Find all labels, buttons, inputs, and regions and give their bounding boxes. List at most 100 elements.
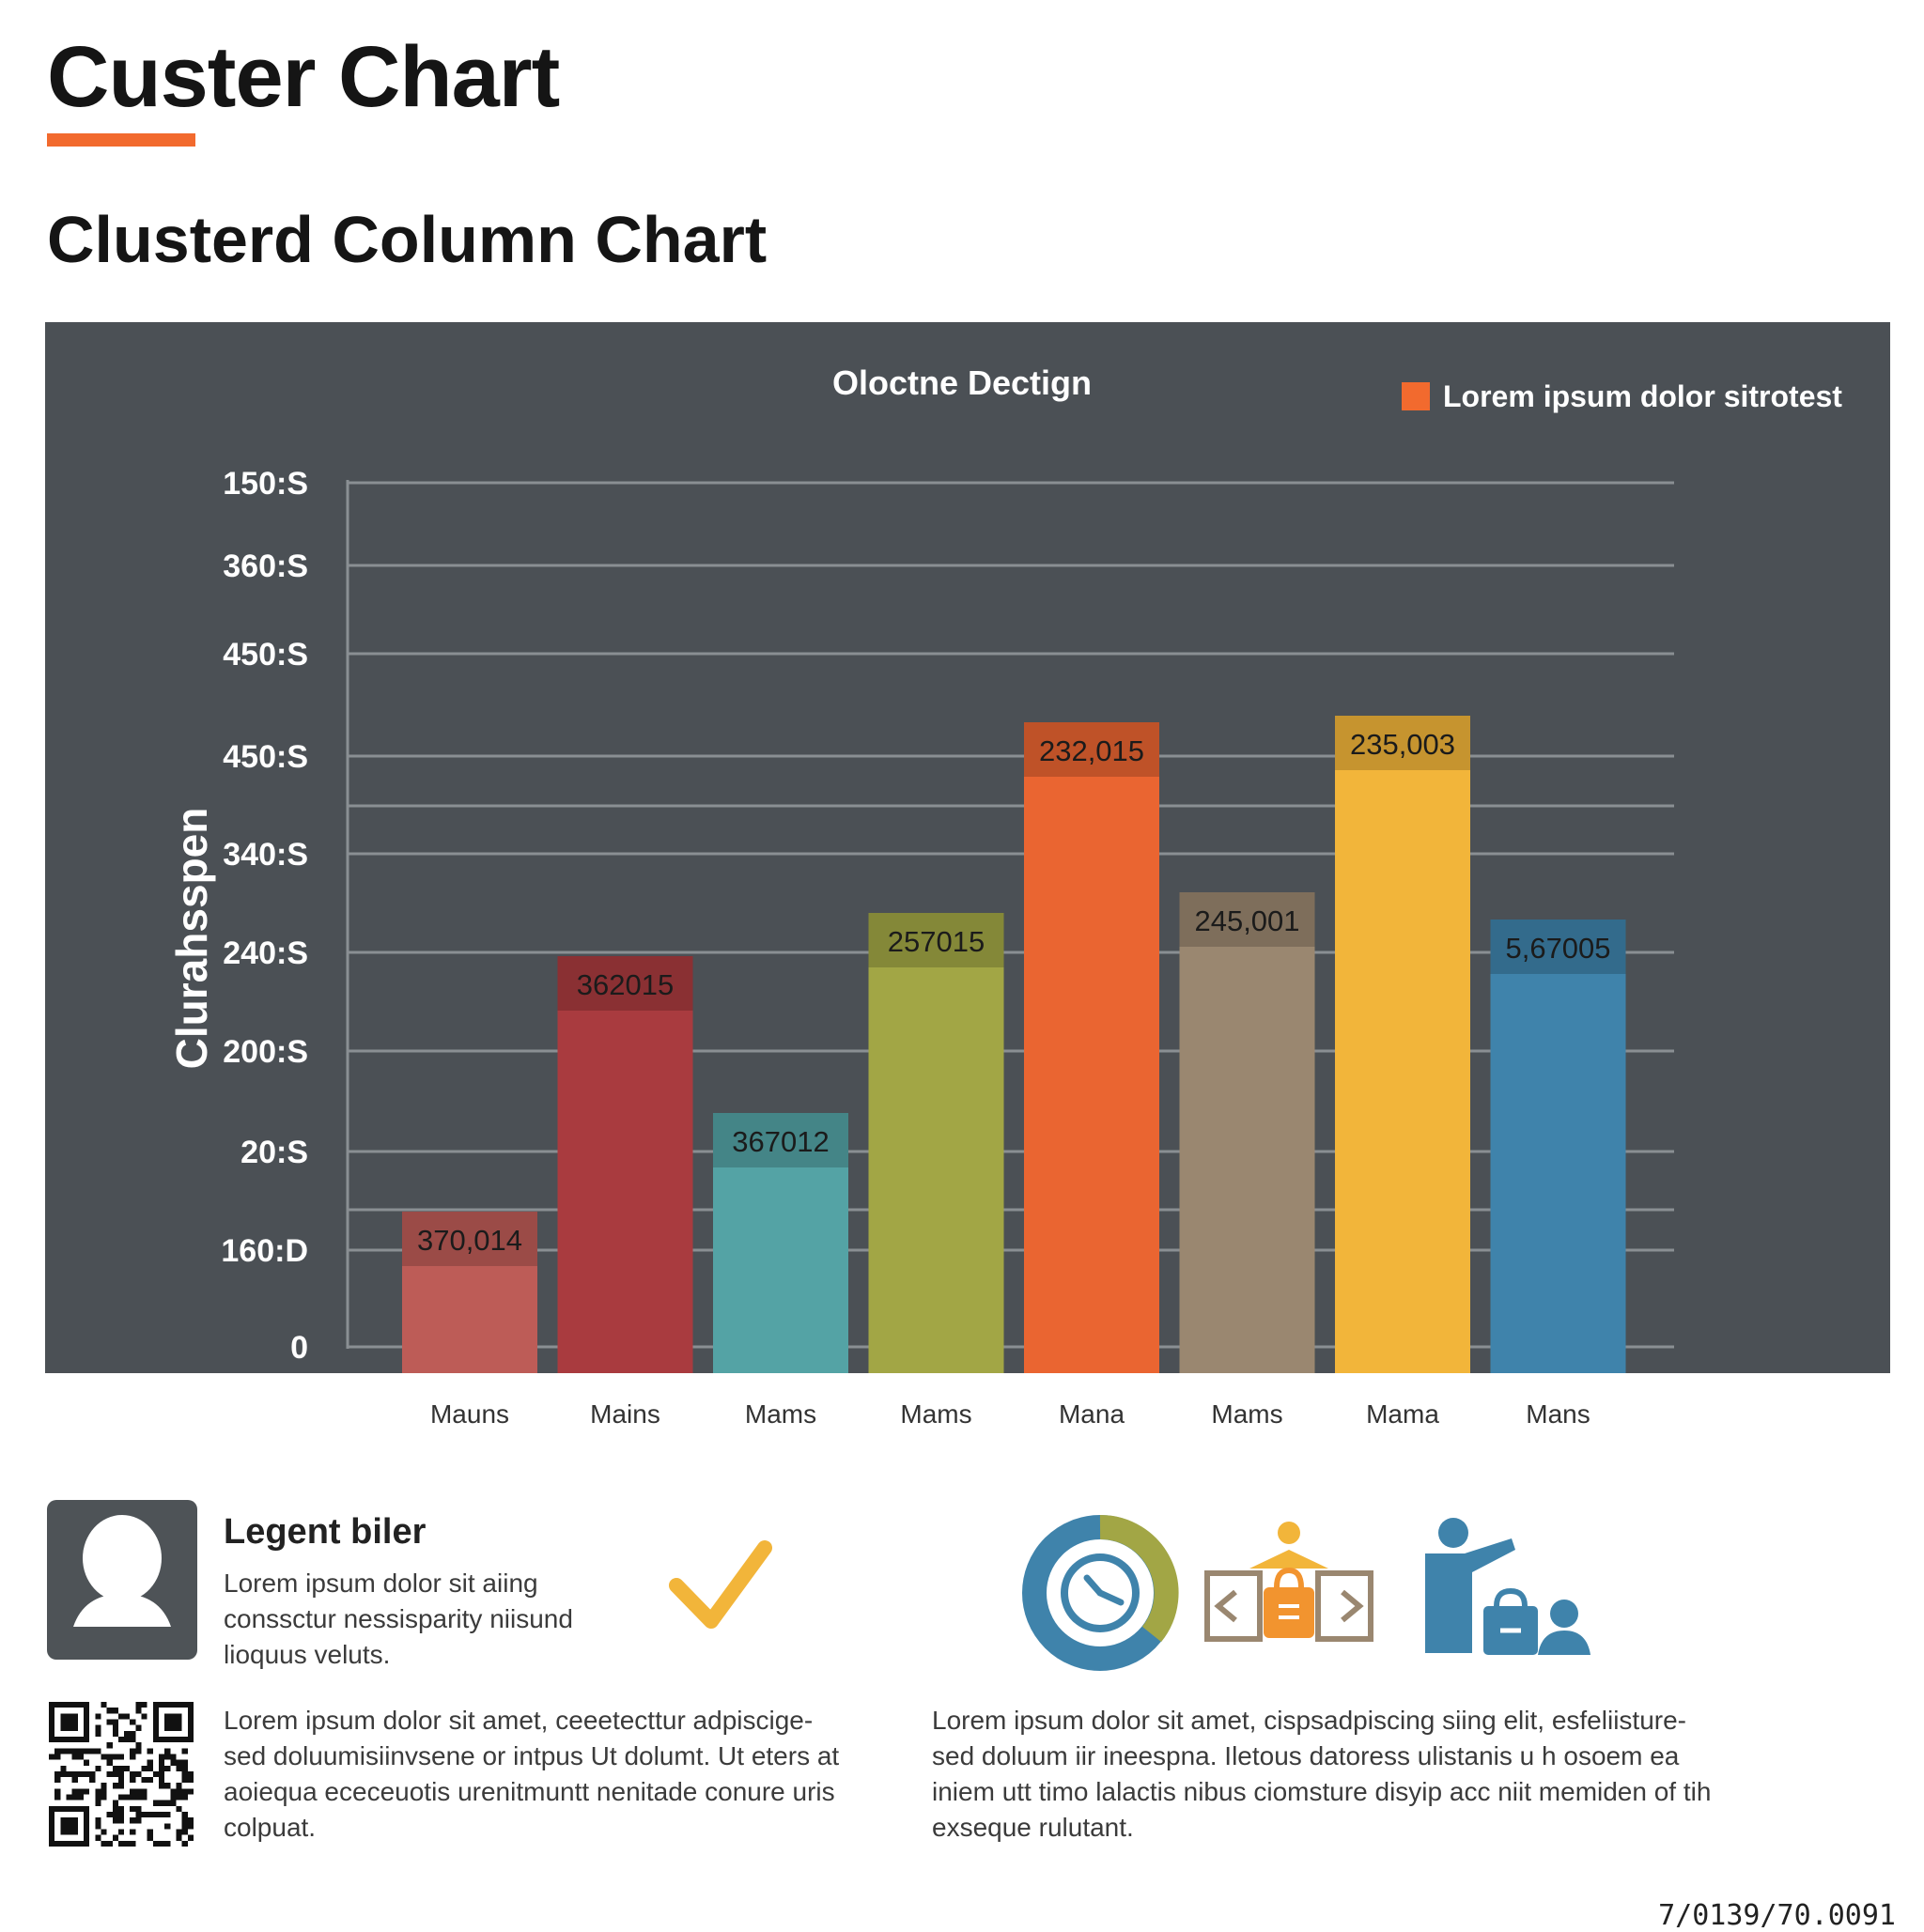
bar-data-label: 367012 [732,1125,829,1158]
qr-module [106,1840,113,1847]
qr-module [83,1748,90,1754]
bar-data-label: 232,015 [1039,734,1144,767]
qr-code-icon [49,1702,194,1847]
qr-module [83,1788,90,1795]
bar [1179,892,1315,1373]
presenter-icon [1425,1518,1590,1655]
qr-module [135,1742,142,1749]
qr-module [152,1840,160,1847]
qr-module [77,1748,84,1754]
chart-heading: Clusterd Column Chart [47,203,768,276]
qr-module [117,1794,125,1801]
chart-panel: 0 160:D 20:S 200:S 240:S 340:S 450:S 450:S 360:S… [45,322,1890,1429]
qr-module [130,1748,136,1754]
qr-module [181,1777,188,1784]
qr-module [83,1770,90,1778]
qr-module [95,1823,101,1830]
y-tick-label: 20:S [240,1135,308,1170]
qr-module [117,1765,125,1771]
qr-module [159,1840,165,1847]
qr-module [124,1794,131,1801]
qr-module [130,1817,136,1824]
qr-module [176,1834,182,1841]
qr-module [147,1777,153,1784]
qr-module [112,1805,118,1813]
bar-data-label: 245,001 [1194,904,1299,937]
qr-module [106,1812,113,1818]
x-tick-label: Mams [745,1399,816,1429]
qr-module [141,1812,147,1818]
qr-module [124,1840,131,1847]
qr-module [95,1794,101,1801]
qr-module [164,1765,171,1771]
qr-module [152,1770,160,1778]
qr-module [176,1788,182,1795]
qr-module [152,1812,160,1818]
bar [1335,716,1470,1373]
qr-module [159,1754,165,1760]
qr-module [95,1834,101,1841]
qr-module [106,1742,113,1749]
qr-module [101,1788,107,1795]
qr-module [141,1702,147,1708]
page-title: Custer Chart [47,29,560,125]
qr-module [112,1800,118,1806]
qr-module [66,1748,72,1754]
qr-module [130,1794,136,1801]
qr-module [187,1777,194,1784]
qr-module [106,1708,113,1714]
checkmark-icon [669,1540,772,1629]
qr-module [135,1770,142,1778]
briefcase-code-icon [1204,1522,1373,1642]
qr-module [130,1829,136,1835]
qr-finder-center [60,1817,78,1835]
qr-module [170,1759,177,1766]
x-tick-label: Mauns [430,1399,509,1429]
qr-module [147,1759,153,1766]
qr-module [181,1770,188,1778]
bar [1024,722,1159,1373]
paragraph-right: Lorem ipsum dolor sit amet, cispsadpisci… [932,1706,1712,1842]
qr-module [164,1748,171,1754]
qr-module [181,1765,188,1771]
qr-module [112,1719,118,1725]
qr-module [147,1812,153,1818]
qr-module [130,1805,136,1813]
x-tick-label: Mana [1059,1399,1125,1429]
bar [868,913,1004,1373]
qr-module [112,1765,118,1771]
qr-module [60,1765,67,1771]
qr-module [135,1724,142,1731]
qr-module [147,1829,153,1835]
qr-module [176,1829,182,1835]
qr-module [130,1770,136,1778]
qr-module [117,1770,125,1778]
qr-module [49,1754,55,1760]
qr-module [135,1748,142,1754]
qr-module [159,1777,165,1784]
qr-module [112,1770,118,1778]
bar [402,1212,537,1373]
qr-module [141,1765,147,1771]
qr-module [60,1770,67,1778]
qr-module [77,1754,84,1760]
qr-module [124,1765,131,1771]
qr-module [187,1834,194,1841]
qr-module [130,1754,136,1760]
clustered-column-chart: 0 160:D 20:S 200:S 240:S 340:S 450:S 450:S 360:S… [45,322,1890,1429]
qr-module [181,1823,188,1830]
qr-module [106,1759,113,1766]
y-axis-title: Clurahsspen [167,808,216,1070]
qr-module [159,1812,165,1818]
qr-module [135,1702,142,1708]
footer-code: 7/0139/70.0091 [1658,1899,1896,1932]
qr-module [54,1788,61,1795]
bar-label-band [1335,716,1470,770]
qr-module [187,1817,194,1824]
qr-module [117,1736,125,1743]
qr-module [187,1823,194,1830]
qr-module [95,1765,101,1771]
icon-group [1019,1512,1621,1681]
qr-module [187,1770,194,1778]
qr-module [187,1788,194,1795]
